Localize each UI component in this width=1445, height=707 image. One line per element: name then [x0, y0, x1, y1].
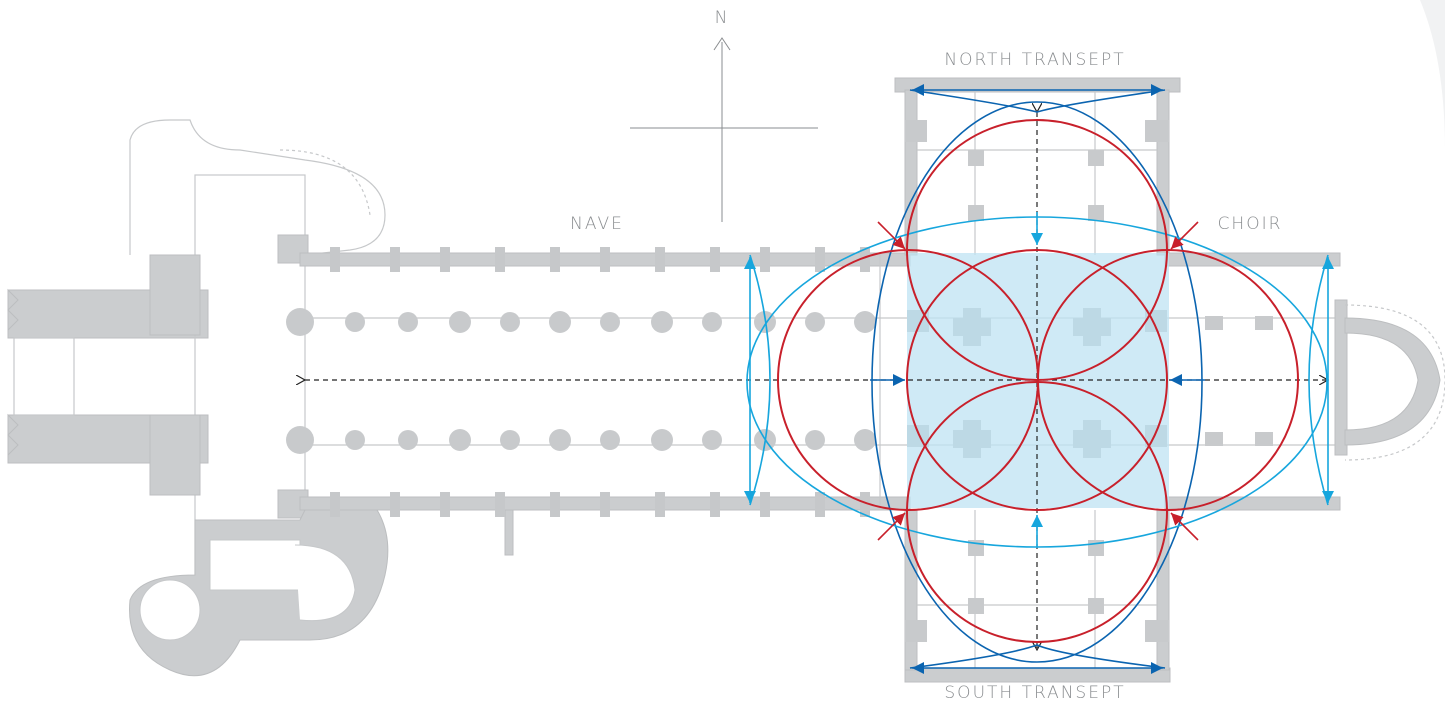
north-label: N: [714, 8, 730, 28]
south-transept-end-wall: [904, 667, 1171, 683]
red-circles: [777, 119, 1299, 643]
compass-arrowhead: [713, 37, 731, 51]
choir-label: CHOIR: [1217, 214, 1283, 234]
red-circle-center: [906, 249, 1168, 511]
light-blue-arcs: [744, 212, 1334, 548]
red-corner-arrows: [877, 221, 1199, 541]
floor-plan: [7, 77, 1445, 683]
north-transept-label: NORTH TRANSEPT: [944, 50, 1126, 70]
north-compass: [630, 37, 818, 222]
choir-north-wall: [1164, 252, 1341, 267]
dark-blue-arcs: [870, 84, 1205, 674]
page-edge-shadow: [1420, 0, 1445, 150]
north-transept-end-wall: [894, 77, 1181, 93]
red-circle-east: [1037, 249, 1299, 511]
south-transept-label: SOUTH TRANSEPT: [944, 683, 1126, 703]
nave-label: NAVE: [570, 214, 624, 234]
